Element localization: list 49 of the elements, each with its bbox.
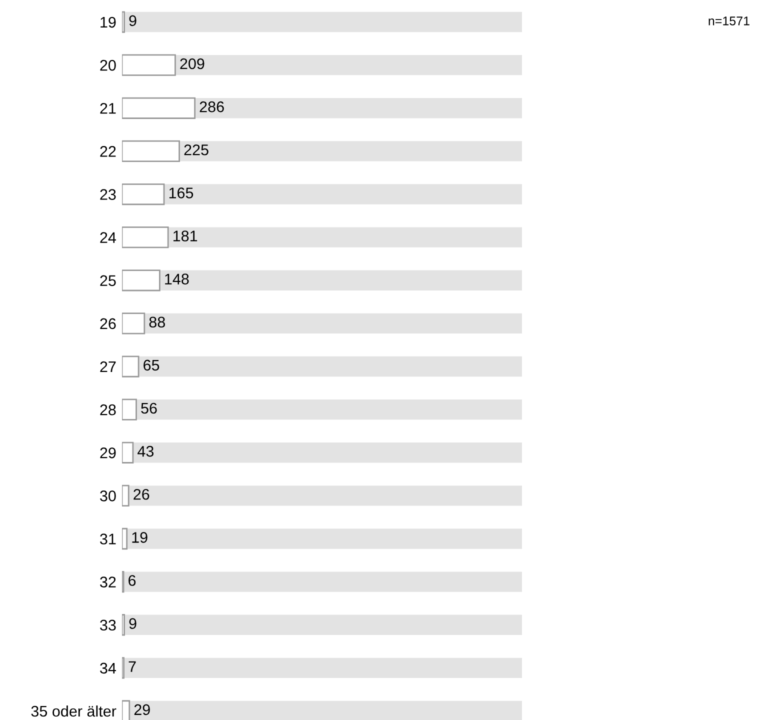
data-label: 29 [134,704,150,716]
y-tick-label: 30 [100,490,116,502]
bar [122,54,176,76]
data-label: 9 [129,618,136,629]
y-tick-label: 27 [100,361,116,372]
y-tick-label: 28 [100,404,116,416]
y-tick-label: 29 [100,447,116,458]
data-label: 88 [149,316,165,328]
bar [122,442,134,464]
y-tick-label: 32 [100,576,116,588]
bar [122,614,125,636]
data-label: 26 [134,488,150,500]
bar [122,484,130,507]
y-tick-label: 33 [100,620,116,631]
bar [122,11,125,33]
data-label: 181 [173,230,198,242]
data-label: 6 [128,575,136,586]
data-label: 286 [200,101,224,112]
data-label: 9 [129,15,136,26]
y-tick-label: 34 [100,662,116,674]
bar [122,528,128,550]
data-label: 165 [169,188,194,198]
bar [122,183,165,206]
data-label: 7 [128,661,136,672]
data-label: 19 [132,532,148,543]
bar [122,226,169,248]
text: n=1571 [708,16,750,26]
data-label: 148 [165,274,189,284]
y-tick-label: 19 [100,16,116,28]
data-label: 56 [141,402,157,414]
bar [122,97,196,119]
bar [122,140,180,162]
data-label: 65 [144,360,160,371]
y-tick-label: 23 [100,189,116,200]
y-tick-label: 24 [100,232,116,243]
y-tick-label: 20 [100,60,116,71]
y-tick-label: 35 oder älter [31,705,116,717]
y-tick-label: 22 [100,146,116,157]
data-label: 225 [184,144,208,156]
y-tick-label: 31 [100,534,116,544]
y-tick-label: 25 [100,275,116,286]
bar [122,356,140,378]
data-label: 43 [138,446,154,457]
bar [122,312,146,334]
bar [122,270,160,292]
y-tick-label: 26 [100,318,116,330]
data-label: 209 [180,58,204,70]
bar [122,398,137,420]
y-tick-label: 21 [100,102,116,114]
